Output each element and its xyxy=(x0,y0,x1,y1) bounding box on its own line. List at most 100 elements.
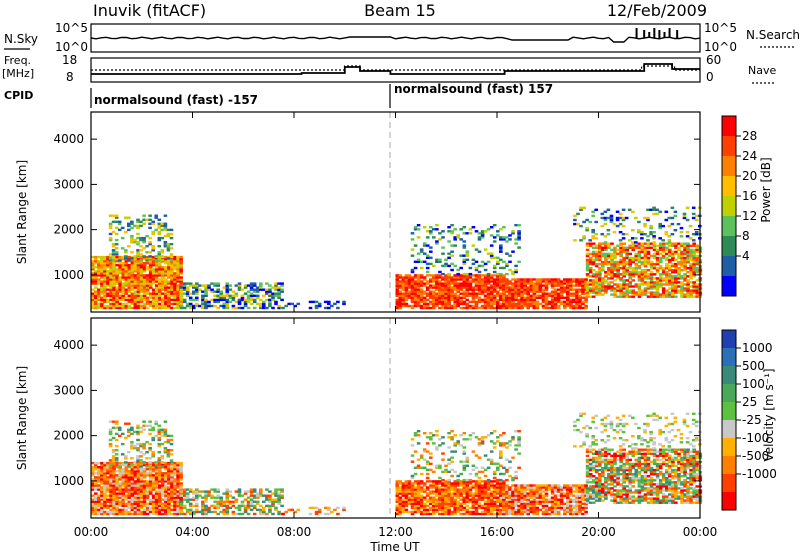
power-cell xyxy=(547,292,552,295)
power-cell xyxy=(127,300,132,304)
power-cell xyxy=(511,270,515,274)
power-cell xyxy=(668,248,672,252)
power-cell xyxy=(619,248,623,252)
velocity-cell xyxy=(271,498,275,501)
velocity-cell xyxy=(416,510,421,514)
power-cell xyxy=(604,252,608,256)
power-cell xyxy=(578,282,582,285)
power-cell xyxy=(139,262,144,265)
velocity-cell xyxy=(277,498,281,501)
power-cell xyxy=(262,304,266,308)
power-cell xyxy=(109,292,113,295)
power-cell xyxy=(109,306,113,310)
power-cell xyxy=(204,300,208,304)
velocity-cell xyxy=(416,500,421,503)
velocity-cell xyxy=(161,476,165,479)
power-cell xyxy=(680,264,684,268)
power-cell xyxy=(145,234,149,238)
power-cell xyxy=(112,282,116,285)
power-cell xyxy=(462,258,467,261)
power-cell xyxy=(342,300,346,304)
velocity-cell xyxy=(407,496,412,499)
velocity-cell xyxy=(130,480,135,483)
power-cell xyxy=(692,291,696,294)
velocity-cell xyxy=(231,500,236,503)
velocity-cell xyxy=(179,474,183,477)
power-cell xyxy=(255,302,260,306)
velocity-cell xyxy=(471,506,476,510)
power-cell xyxy=(667,239,672,242)
freq-strip: Freq. [MHz] CPID 18 8 60 0 Nave xyxy=(2,53,776,102)
velocity-cell xyxy=(459,512,463,516)
power-cell xyxy=(514,284,518,287)
power-cell xyxy=(404,288,409,291)
power-cell xyxy=(151,276,156,279)
velocity-cell xyxy=(222,504,226,508)
power-cell xyxy=(640,262,645,266)
velocity-cell xyxy=(170,490,174,493)
power-cell xyxy=(416,298,421,302)
power-cell xyxy=(511,284,515,287)
power-cell xyxy=(115,296,119,299)
velocity-cell xyxy=(164,492,168,495)
power-cell xyxy=(164,298,168,302)
power-cell xyxy=(612,222,617,226)
velocity-cell xyxy=(136,432,140,436)
power-cell xyxy=(170,294,174,297)
power-cell xyxy=(450,276,454,279)
power-cell xyxy=(655,267,660,270)
power-cell xyxy=(535,296,540,299)
velocity-cell xyxy=(450,456,454,459)
velocity-cell xyxy=(480,440,485,443)
power-cell xyxy=(94,298,98,302)
power-cell xyxy=(179,286,184,289)
velocity-cell xyxy=(115,506,119,510)
velocity-cell xyxy=(170,484,174,487)
power-cell xyxy=(407,276,412,279)
power-cell xyxy=(133,278,138,281)
velocity-cell xyxy=(173,461,177,465)
power-cell xyxy=(139,238,143,242)
power-cell xyxy=(649,264,654,268)
power-cell xyxy=(585,269,590,272)
power-cell xyxy=(404,304,409,308)
power-cell xyxy=(167,296,171,299)
power-cell xyxy=(643,264,648,268)
velocity-cell xyxy=(173,512,177,516)
velocity-cell xyxy=(109,478,113,481)
power-cell xyxy=(496,234,500,237)
velocity-cell xyxy=(124,510,129,514)
power-cell xyxy=(416,288,421,291)
power-cell xyxy=(94,282,98,285)
power-cell xyxy=(598,262,602,266)
velocity-cell xyxy=(111,457,116,460)
power-cell xyxy=(634,258,639,262)
velocity-cell xyxy=(438,480,442,483)
velocity-cell xyxy=(109,510,113,514)
power-cell xyxy=(496,256,500,259)
power-cell xyxy=(610,281,614,284)
power-cell xyxy=(613,246,617,249)
power-cell xyxy=(204,298,208,302)
power-cell xyxy=(293,304,298,308)
velocity-cell xyxy=(154,498,159,501)
power-cell xyxy=(429,230,433,233)
power-cell xyxy=(520,292,524,295)
power-cell xyxy=(176,278,180,281)
velocity-cell xyxy=(462,490,467,493)
velocity-cell xyxy=(425,504,430,508)
power-cell xyxy=(252,284,257,287)
power-cell xyxy=(262,288,266,291)
power-cell xyxy=(450,294,454,297)
velocity-cell xyxy=(480,488,485,491)
power-cell xyxy=(148,286,153,289)
power-cell xyxy=(112,296,116,299)
velocity-cell xyxy=(124,463,128,466)
velocity-cell xyxy=(164,484,168,487)
power-cell xyxy=(692,295,696,298)
velocity-cell xyxy=(142,510,147,514)
power-cell xyxy=(692,248,696,252)
power-cell xyxy=(167,274,171,277)
velocity-cell xyxy=(210,504,214,508)
velocity-cell xyxy=(157,465,162,468)
